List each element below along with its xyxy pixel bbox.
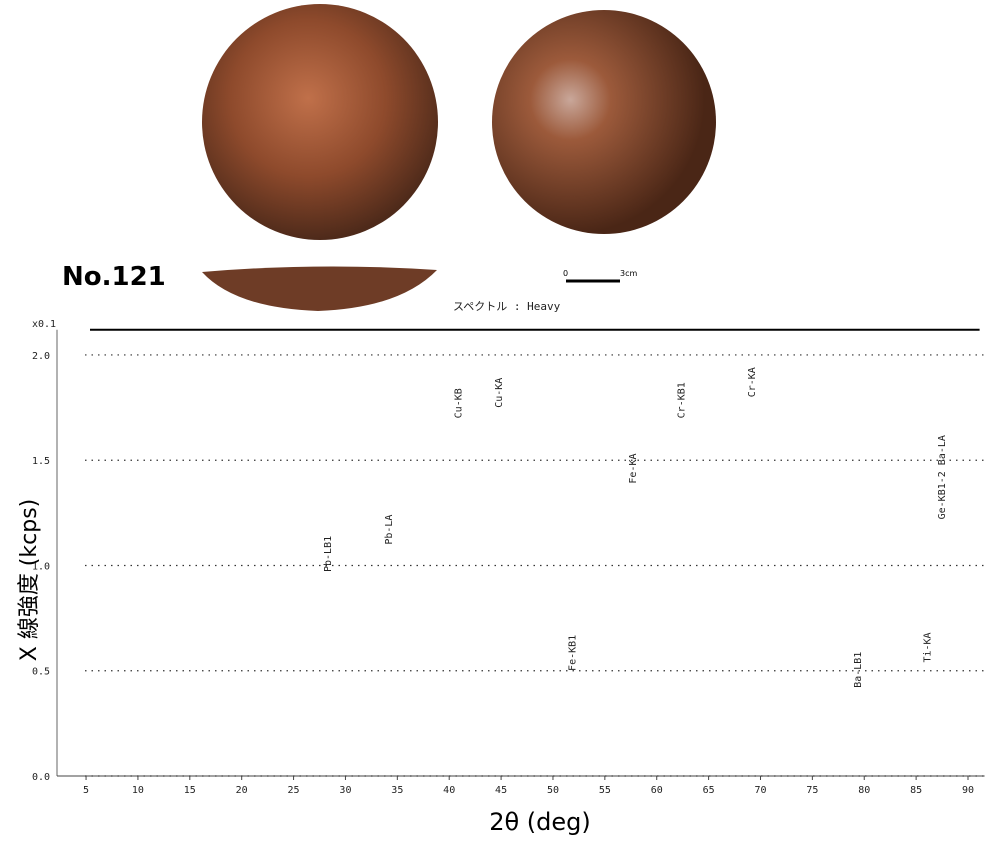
x-tick-label: 80 [858, 785, 870, 796]
x-tick-label: 10 [132, 785, 144, 796]
x-tick-label: 5 [83, 785, 89, 796]
y-axis-label: X 線強度 (kcps) [17, 499, 42, 662]
spectrum-label: スペクトル : Heavy [453, 300, 561, 313]
peak-label: Fe-KA [628, 453, 639, 483]
x-tick-label: 20 [236, 785, 248, 796]
x-axis-label: 2θ (deg) [489, 808, 591, 836]
x-tick-label: 65 [703, 785, 715, 796]
x-tick-label: 30 [339, 785, 351, 796]
peak-label: Ge-KB1-2 Ba-LA [937, 435, 948, 519]
x-tick-label: 75 [806, 785, 818, 796]
photo-front [202, 4, 438, 240]
x-tick-label: 85 [910, 785, 922, 796]
y-tick-label: 1.0 [32, 561, 50, 572]
peak-label: Cr-KB1 [677, 382, 688, 418]
y-tick-label: 0.5 [32, 667, 50, 678]
scale-start: 0 [563, 269, 568, 278]
x-tick-label: 40 [443, 785, 455, 796]
x-tick-label: 35 [391, 785, 403, 796]
sample-label: No.121 [62, 262, 166, 292]
x-tick-label: 55 [599, 785, 611, 796]
y-tick-label: 1.5 [32, 456, 50, 467]
x-tick-label: 70 [754, 785, 766, 796]
y-tick-label: 0.0 [32, 772, 50, 783]
peak-label: Cu-KB [454, 388, 465, 418]
x-tick-label: 15 [184, 785, 196, 796]
x-tick-label: 25 [288, 785, 300, 796]
scale-note: x0.1 [32, 319, 56, 330]
photo-back [492, 10, 716, 234]
x-tick-label: 60 [651, 785, 663, 796]
peak-label: Cr-KA [747, 367, 758, 397]
peak-label: Ti-KA [922, 632, 933, 662]
x-tick-label: 50 [547, 785, 559, 796]
peak-label: Pb-LB1 [323, 536, 334, 572]
peak-label: Cu-KA [494, 378, 505, 408]
photo-side [202, 266, 437, 311]
x-tick-label: 90 [962, 785, 974, 796]
scale-end: 3cm [620, 269, 637, 278]
y-tick-label: 2.0 [32, 351, 50, 362]
chart: x0.1 0.0 0.5 1.0 1.5 2.0 5 10 15 20 25 30 35 40 45 50 55… [17, 319, 985, 836]
x-tick-label: 45 [495, 785, 507, 796]
peak-label: Pb-LA [384, 515, 395, 545]
peak-label: Fe-KB1 [568, 635, 579, 671]
peak-label: Ba-LB1 [853, 652, 864, 688]
